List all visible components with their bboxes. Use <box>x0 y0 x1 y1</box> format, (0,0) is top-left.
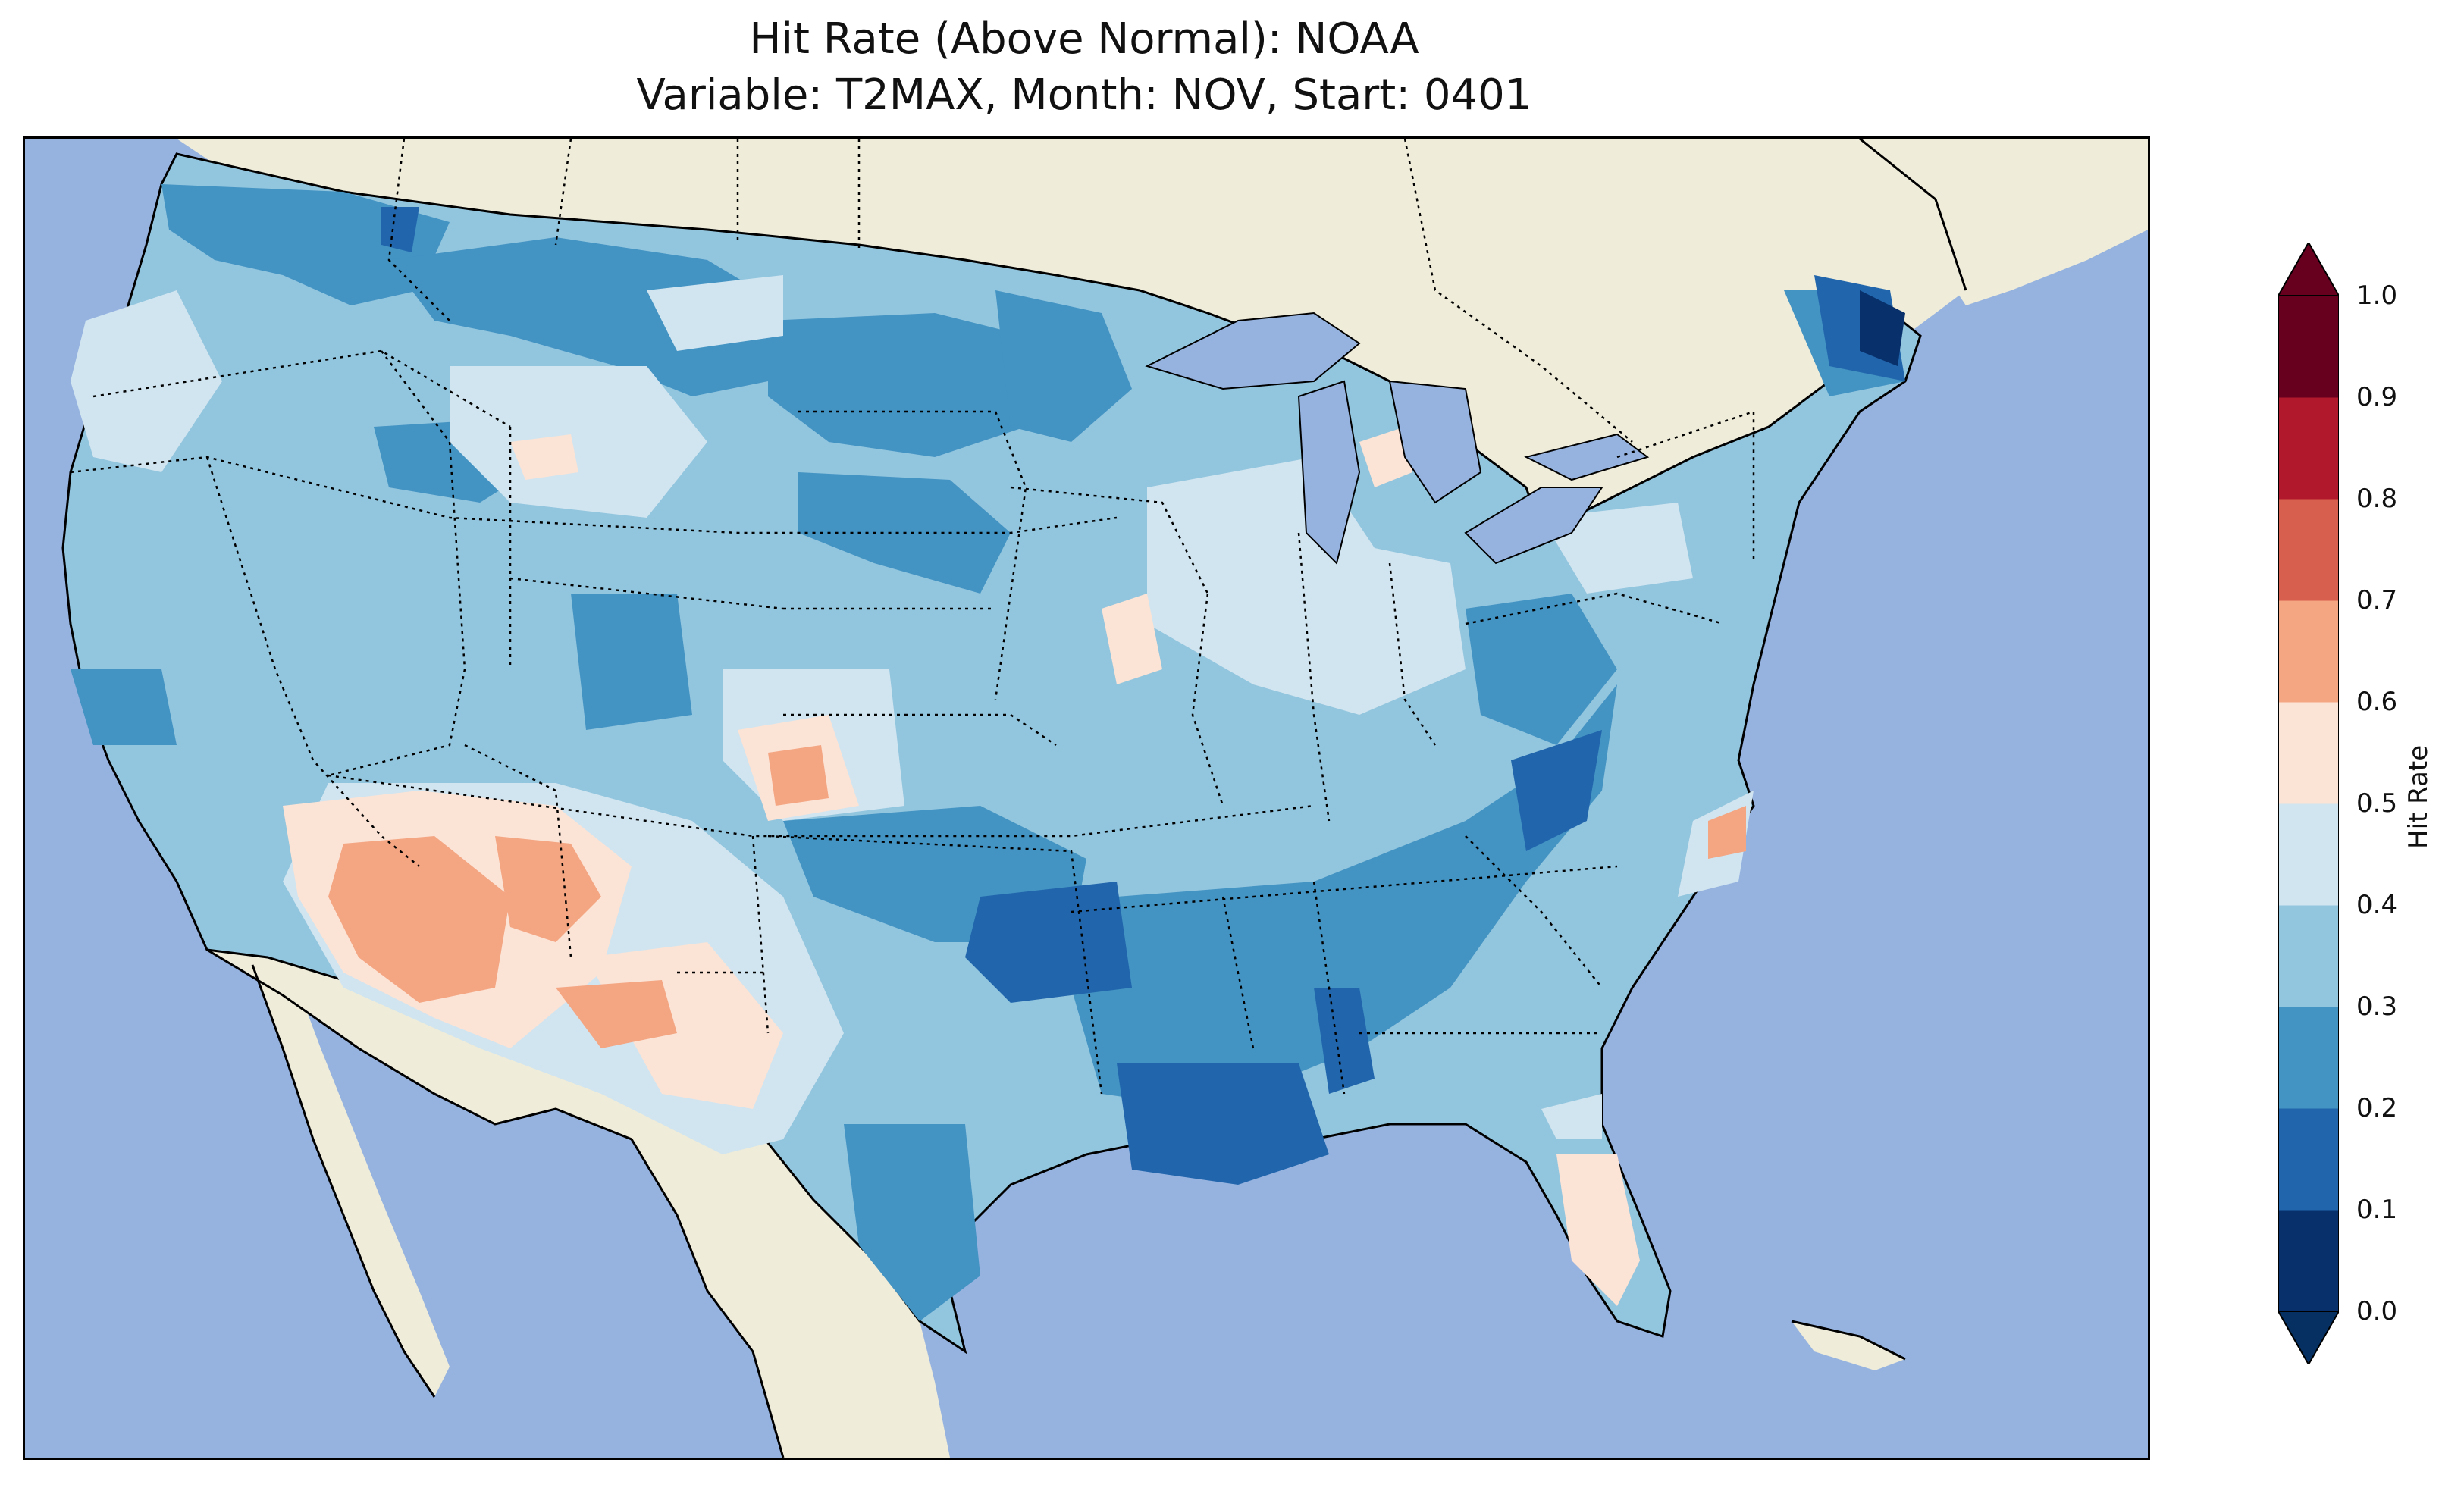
hit-rate-0.0-0.1 <box>1860 290 1905 366</box>
colorbar-segment <box>2278 499 2339 601</box>
colorbar-segment <box>2278 397 2339 500</box>
hit-rate-0.1-0.2 <box>381 207 1905 1185</box>
hit-rate-0.6-0.7 <box>328 745 1746 1048</box>
colorbar-segment <box>2278 905 2339 1007</box>
cuba-island <box>1792 1321 1905 1370</box>
mexico-land <box>207 950 950 1458</box>
colorbar-label: Hit Rate <box>2403 744 2434 849</box>
maritimes-land <box>1860 139 2148 305</box>
map-svg <box>25 139 2148 1458</box>
chart-title-line2: Variable: T2MAX, Month: NOV, Start: 0401 <box>636 70 1532 120</box>
colorbar-segment <box>2278 1210 2339 1312</box>
colorbar-tick-label: 0.7 <box>2356 585 2398 615</box>
colorbar-segment <box>2278 600 2339 703</box>
great-lakes <box>1145 312 1650 565</box>
colorbar-tick-label: 0.0 <box>2356 1296 2398 1326</box>
colorbar-tick-label: 0.9 <box>2356 382 2398 412</box>
colorbar-tick-label: 0.6 <box>2356 687 2398 717</box>
colorbar-segment <box>2278 1108 2339 1211</box>
colorbar-tick-label: 0.4 <box>2356 890 2398 920</box>
colorbar-tick-label: 0.5 <box>2356 788 2398 819</box>
colorbar-tick-label: 1.0 <box>2356 280 2398 311</box>
colorbar-tick-label: 0.8 <box>2356 484 2398 514</box>
colorbar-segment <box>2278 702 2339 804</box>
map-panel <box>23 136 2150 1460</box>
colorbar-over-arrow <box>2278 243 2339 296</box>
colorbar-tick-label: 0.3 <box>2356 991 2398 1022</box>
colorbar <box>2278 243 2339 1364</box>
baja-peninsula <box>252 965 450 1397</box>
colorbar-tick-label: 0.2 <box>2356 1093 2398 1123</box>
state-borders <box>70 139 1755 1095</box>
colorbar-segment <box>2278 296 2339 398</box>
colorbar-tick-label: 0.1 <box>2356 1195 2398 1225</box>
coastlines <box>206 139 1967 1458</box>
colorbar-segment <box>2278 803 2339 906</box>
chart-title-line1: Hit Rate (Above Normal): NOAA <box>749 14 1419 64</box>
colorbar-segment <box>2278 1007 2339 1109</box>
colorbar-under-arrow <box>2278 1311 2339 1364</box>
canada-land <box>177 139 1966 533</box>
